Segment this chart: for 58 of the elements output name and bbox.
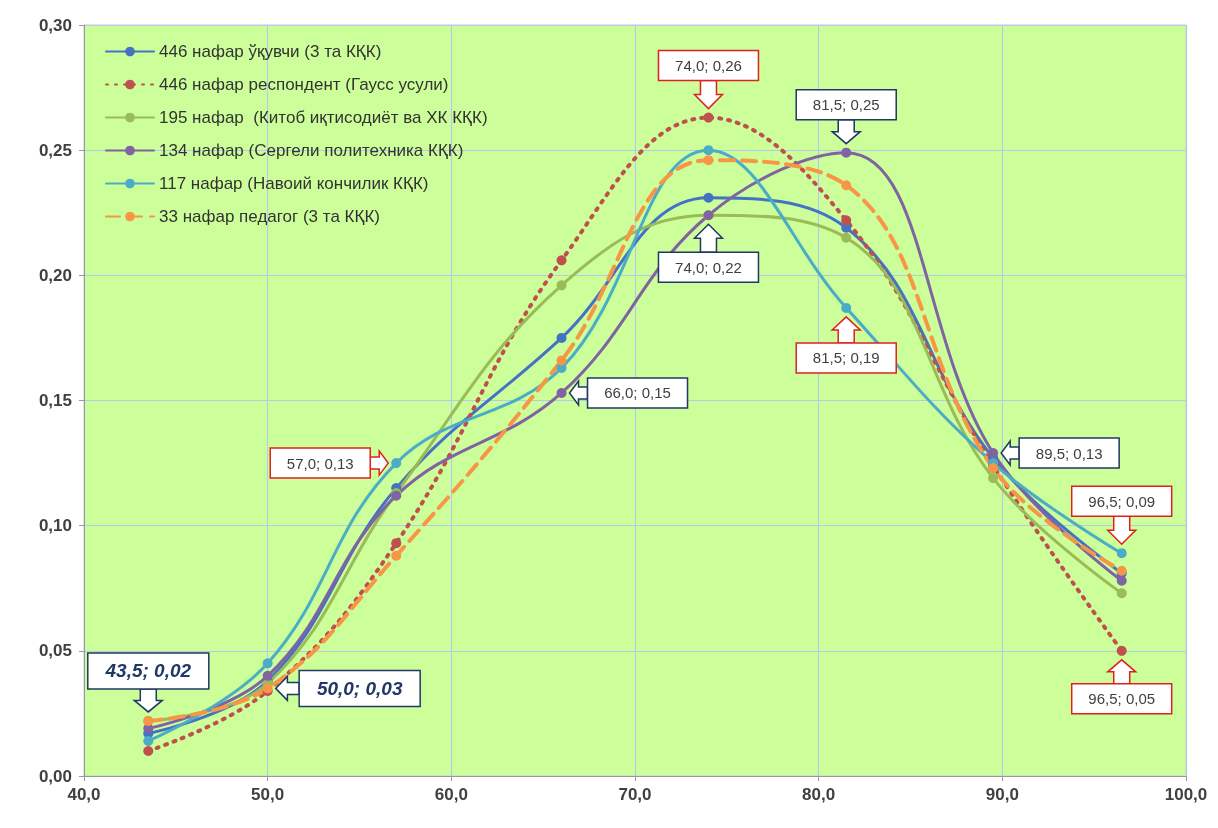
point	[841, 232, 852, 243]
legend-label: 117 нафар (Навоий кончилик КҚК)	[159, 174, 429, 193]
y-tick-label: 0,30	[38, 15, 72, 35]
annotation: 66,0; 0,15	[604, 384, 671, 402]
point	[841, 147, 852, 158]
annotation: 81,5; 0,25	[812, 96, 880, 114]
point	[703, 155, 714, 166]
point	[391, 458, 402, 469]
point	[262, 658, 273, 669]
y-tick-label: 0,05	[38, 641, 72, 661]
point	[556, 387, 567, 398]
annotation: 43,5; 0,02	[104, 660, 192, 682]
point	[556, 332, 567, 343]
x-tick-label: 60,0	[434, 785, 468, 804]
point	[703, 192, 714, 203]
point	[703, 145, 714, 156]
legend-label: 195 нафар (Китоб иқтисодиёт ва ХК КҚК)	[159, 108, 488, 127]
legend-label: 446 нафар респондент (Гаусс усули)	[159, 75, 449, 94]
annotation: 50,0; 0,03	[316, 677, 403, 699]
legend-label: 134 нафар (Сергели политехника КҚК)	[159, 141, 464, 160]
annotation: 74,0; 0,22	[675, 258, 742, 276]
point	[988, 448, 999, 459]
y-tick-label: 0,25	[38, 140, 72, 160]
x-tick-label: 90,0	[985, 785, 1019, 804]
point	[262, 670, 273, 681]
x-tick-label: 40,0	[67, 785, 101, 804]
x-tick-label: 50,0	[251, 785, 285, 804]
point	[391, 550, 402, 561]
annotation: 81,5; 0,19	[812, 349, 880, 367]
point	[841, 302, 852, 313]
point	[703, 112, 714, 123]
x-tick-label: 100,0	[1164, 785, 1208, 804]
point	[841, 215, 852, 226]
y-tick-label: 0,15	[38, 391, 72, 410]
point	[556, 280, 567, 291]
point	[391, 538, 402, 549]
legend-label: 33 нафар педагог (3 та КҚК)	[159, 207, 380, 226]
legend-label: 446 нафар ўқувчи (3 та КҚК)	[159, 42, 382, 61]
annotation: 74,0; 0,26	[675, 57, 742, 75]
annotation: 96,5; 0,05	[1088, 690, 1156, 708]
y-tick-label: 0,00	[38, 766, 72, 786]
point	[1116, 575, 1127, 586]
point	[1116, 548, 1127, 559]
point	[1116, 588, 1127, 599]
annotation: 89,5; 0,13	[1035, 444, 1103, 462]
annotation: 96,5; 0,09	[1088, 492, 1156, 510]
point	[556, 355, 567, 366]
point	[1116, 645, 1127, 656]
point	[143, 745, 154, 756]
x-tick-label: 70,0	[618, 785, 652, 804]
point	[988, 473, 999, 484]
y-tick-label: 0,10	[38, 516, 72, 536]
y-tick-label: 0,20	[38, 265, 72, 285]
x-tick-label: 80,0	[802, 785, 836, 804]
annotation: 57,0; 0,13	[286, 454, 354, 472]
point	[841, 180, 852, 191]
point	[143, 735, 154, 746]
point	[556, 255, 567, 266]
